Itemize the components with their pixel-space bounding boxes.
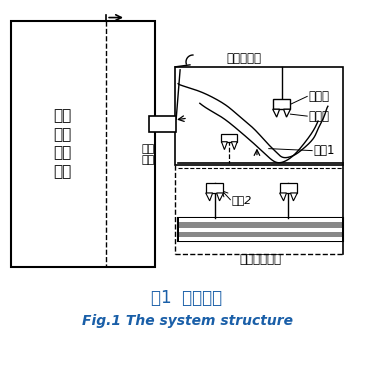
- Bar: [206, 183, 224, 193]
- Text: 出料
喷嘴: 出料 喷嘴: [142, 144, 155, 165]
- Text: 机械手: 机械手: [308, 90, 329, 103]
- Text: 回转
式水
泥包
装机: 回转 式水 泥包 装机: [53, 108, 71, 179]
- Text: 图1  系统结构: 图1 系统结构: [152, 290, 223, 308]
- Polygon shape: [273, 109, 280, 117]
- Polygon shape: [284, 109, 291, 117]
- Bar: [179, 237, 342, 241]
- Text: Fig.1 The system structure: Fig.1 The system structure: [81, 314, 292, 328]
- Text: 套袋机械臂: 套袋机械臂: [226, 52, 262, 65]
- Text: 吸盘2: 吸盘2: [231, 195, 252, 205]
- Polygon shape: [206, 193, 213, 201]
- Bar: [273, 99, 291, 109]
- Polygon shape: [280, 193, 286, 201]
- Text: 吸盘1: 吸盘1: [313, 144, 334, 157]
- Bar: [280, 183, 297, 193]
- Bar: [10, 21, 156, 267]
- Bar: [178, 218, 343, 241]
- Polygon shape: [217, 193, 223, 201]
- Text: 阀口袋: 阀口袋: [308, 110, 329, 123]
- Polygon shape: [222, 142, 227, 150]
- Bar: [175, 67, 343, 165]
- Bar: [179, 218, 342, 223]
- Bar: [222, 134, 237, 142]
- Bar: [179, 228, 342, 232]
- Polygon shape: [231, 142, 237, 150]
- Polygon shape: [291, 193, 297, 201]
- Bar: [148, 116, 176, 132]
- Text: 自动套袋装置: 自动套袋装置: [239, 253, 281, 266]
